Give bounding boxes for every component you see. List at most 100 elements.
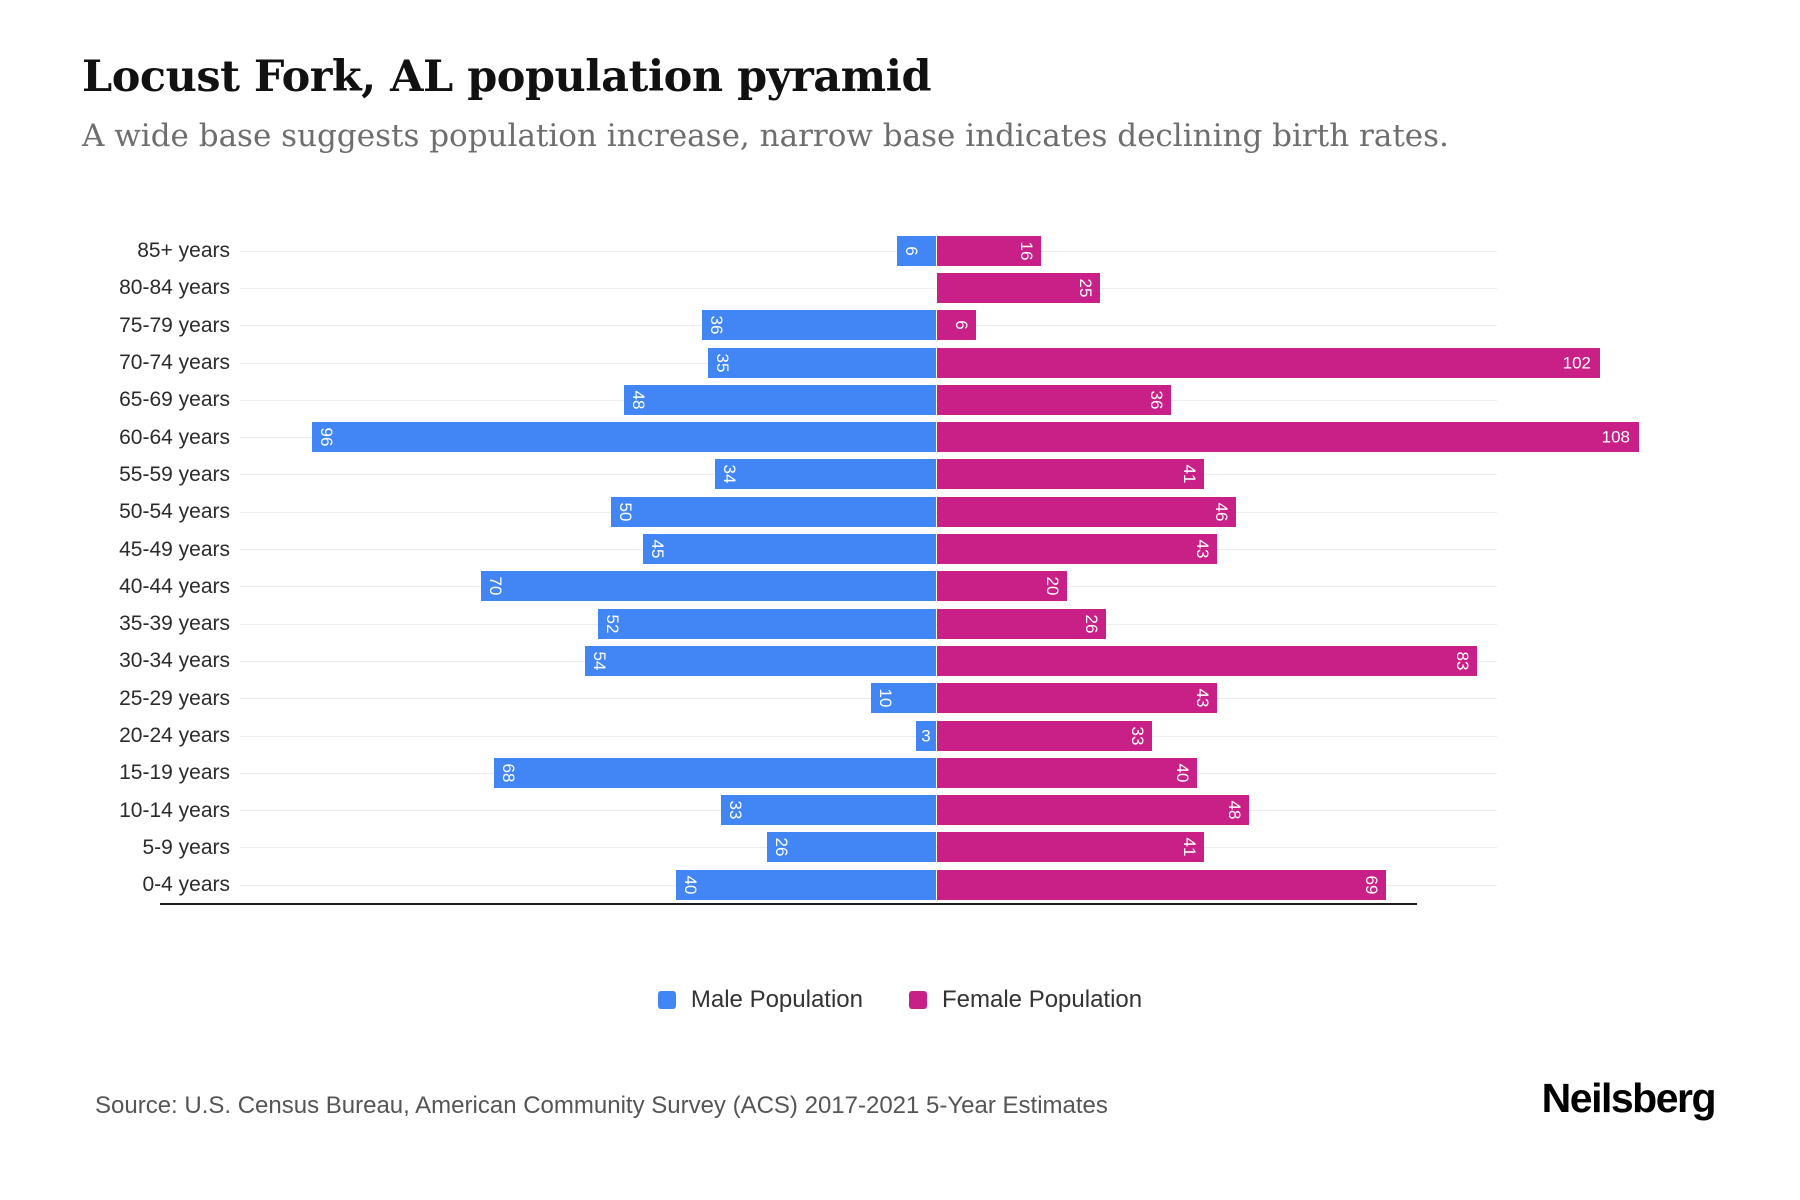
row-plot: 10 43: [240, 680, 1700, 717]
male-bar: 54: [585, 645, 936, 676]
female-bar: 6: [937, 310, 976, 341]
female-bar: 25: [937, 272, 1100, 303]
pyramid-row: 85+ years 6 16: [80, 232, 1700, 269]
bar-value-label: 40: [1173, 763, 1192, 783]
bar-value-label: 43: [1193, 688, 1212, 708]
x-axis-baseline: [160, 903, 1417, 906]
gridline: [240, 698, 1497, 700]
male-bar: 96: [312, 422, 936, 453]
male-bar: 10: [871, 683, 936, 714]
age-label: 85+ years: [137, 239, 230, 263]
bar-value-label: 43: [1193, 539, 1212, 559]
legend-label-male: Male Population: [690, 986, 863, 1013]
pyramid-row: 5-9 years 26 41: [80, 829, 1700, 866]
row-plot: 70 20: [240, 568, 1700, 605]
pyramid-rows: 85+ years 6 16 80-84 years 25 75-79 year…: [80, 232, 1700, 903]
age-label: 25-29 years: [119, 686, 230, 710]
pyramid-row: 60-64 years 96 108: [80, 418, 1700, 455]
row-plot: 45 43: [240, 530, 1700, 567]
age-label: 5-9 years: [142, 835, 230, 859]
pyramid-row: 40-44 years 70 20: [80, 568, 1700, 605]
bar-value-label: 48: [629, 390, 648, 410]
bar-value-label: 25: [1076, 278, 1095, 298]
age-label: 80-84 years: [119, 276, 230, 300]
age-label: 55-59 years: [119, 462, 230, 486]
bar-value-label: 33: [1128, 726, 1147, 745]
pyramid-row: 75-79 years 36 6: [80, 307, 1700, 344]
male-bar: 48: [624, 384, 936, 415]
female-bar: 83: [937, 645, 1477, 676]
pyramid-row: 15-19 years 68 40: [80, 754, 1700, 791]
bar-value-label: 36: [1147, 390, 1166, 410]
row-plot: 25: [240, 269, 1700, 306]
row-plot: 6 16: [240, 232, 1700, 269]
male-bar: 26: [767, 832, 936, 863]
bar-value-label: 20: [1043, 576, 1062, 596]
pyramid-row: 80-84 years 25: [80, 269, 1700, 306]
male-bar: 45: [643, 534, 936, 565]
age-label: 0-4 years: [142, 873, 230, 897]
bar-value-label: 108: [1601, 427, 1630, 447]
row-plot: 34 41: [240, 456, 1700, 493]
bar-value-label: 102: [1562, 353, 1591, 373]
female-bar: 40: [937, 757, 1197, 788]
age-label: 75-79 years: [119, 313, 230, 337]
gridline: [240, 735, 1497, 737]
bar-value-label: 6: [952, 320, 971, 330]
male-bar: 35: [708, 347, 936, 378]
source-attribution: Source: U.S. Census Bureau, American Com…: [95, 1092, 1108, 1119]
bar-value-label: 52: [603, 614, 622, 634]
pyramid-row: 25-29 years 10 43: [80, 680, 1700, 717]
legend: Male Population Female Population: [0, 986, 1800, 1014]
row-plot: 40 69: [240, 866, 1700, 903]
row-plot: 48 36: [240, 381, 1700, 418]
bar-value-label: 83: [1453, 651, 1472, 671]
gridline: [240, 250, 1497, 252]
female-bar: 46: [937, 496, 1236, 527]
pyramid-row: 50-54 years 50 46: [80, 493, 1700, 530]
female-bar: 48: [937, 795, 1249, 826]
pyramid-row: 65-69 years 48 36: [80, 381, 1700, 418]
neilsberg-logo: Neilsberg: [1541, 1075, 1717, 1121]
bar-value-label: 35: [713, 353, 732, 372]
pyramid-row: 20-24 years 3 33: [80, 717, 1700, 754]
female-bar: 43: [937, 534, 1217, 565]
age-label: 35-39 years: [119, 612, 230, 636]
chart-subtitle: A wide base suggests population increase…: [82, 118, 1449, 154]
bar-value-label: 26: [772, 837, 791, 857]
age-label: 30-34 years: [119, 649, 230, 673]
male-bar: 70: [481, 571, 936, 602]
age-label: 60-64 years: [119, 425, 230, 449]
female-series-swatch-icon: [909, 991, 927, 1009]
legend-item-male[interactable]: Male Population: [657, 986, 863, 1014]
female-bar: 69: [937, 869, 1386, 900]
female-bar: 16: [937, 235, 1041, 266]
chart-title: Locust Fork, AL population pyramid: [82, 52, 932, 102]
bar-value-label: 96: [317, 427, 336, 447]
female-bar: 102: [937, 347, 1600, 378]
row-plot: 54 83: [240, 642, 1700, 679]
pyramid-row: 55-59 years 34 41: [80, 456, 1700, 493]
population-pyramid-chart: 85+ years 6 16 80-84 years 25 75-79 year…: [80, 232, 1700, 903]
pyramid-row: 0-4 years 40 69: [80, 866, 1700, 903]
age-label: 20-24 years: [119, 724, 230, 747]
row-plot: 33 48: [240, 791, 1700, 828]
male-bar: 3: [916, 720, 936, 751]
male-bar: 36: [702, 310, 936, 341]
female-bar: 41: [937, 832, 1204, 863]
age-label: 10-14 years: [119, 798, 230, 822]
pyramid-row: 35-39 years 52 26: [80, 605, 1700, 642]
age-label: 45-49 years: [119, 537, 230, 561]
male-bar: 52: [598, 608, 936, 639]
male-bar: 40: [676, 869, 936, 900]
row-plot: 68 40: [240, 754, 1700, 791]
male-bar: 6: [897, 235, 936, 266]
bar-value-label: 26: [1082, 614, 1101, 634]
bar-value-label: 70: [486, 576, 505, 596]
bar-value-label: 41: [1180, 837, 1199, 857]
row-plot: 52 26: [240, 605, 1700, 642]
age-label: 70-74 years: [119, 351, 230, 375]
female-bar: 41: [937, 459, 1204, 490]
legend-item-female[interactable]: Female Population: [909, 986, 1142, 1014]
female-bar: 36: [937, 384, 1171, 415]
